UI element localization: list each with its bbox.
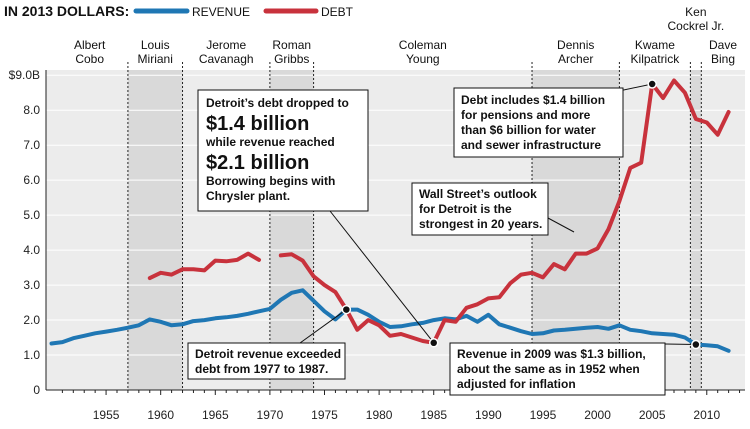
annotation-line: $1.4 billion — [206, 113, 309, 135]
annotation-line: Borrowing begins with — [206, 174, 335, 188]
x-tick-label: 1970 — [257, 408, 284, 422]
annotation-line: Debt includes $1.4 billion — [461, 93, 605, 107]
annotation-line: Chrysler plant. — [206, 189, 290, 203]
mayor-label: Gribbs — [274, 52, 309, 66]
annotation-line: for pensions and more — [461, 108, 591, 122]
mayor-label: Cobo — [75, 52, 104, 66]
annotation-line: Wall Street’s outlook — [419, 187, 537, 201]
mayor-label: Young — [406, 52, 440, 66]
y-tick-label: 8.0 — [23, 103, 40, 117]
legend: IN 2013 DOLLARS: REVENUE DEBT — [4, 3, 354, 19]
mayor-label: Louis — [141, 38, 170, 52]
annotation-line: strongest in 20 years. — [419, 217, 542, 231]
y-tick-label: 0 — [33, 383, 40, 397]
mayor-label: Cockrel Jr. — [668, 19, 725, 33]
mayor-label: Kwame — [635, 38, 675, 52]
annotation-debt-includes: Debt includes $1.4 billion for pensions … — [453, 83, 653, 158]
y-tick-label: 5.0 — [23, 208, 40, 222]
mayor-label: Coleman — [399, 38, 447, 52]
legend-revenue-label: REVENUE — [192, 5, 250, 19]
mayor-label: Dave — [709, 38, 737, 52]
x-tick-label: 1975 — [311, 408, 338, 422]
annotation-line: debt from 1977 to 1987. — [195, 362, 328, 376]
mayor-term-band — [127, 70, 183, 390]
mayor-label: Kilpatrick — [631, 52, 681, 66]
annotation-point — [341, 304, 352, 315]
x-tick-label: 1980 — [366, 408, 393, 422]
mayor-label: Albert — [74, 38, 106, 52]
annotation-debt-dropped: Detroit’s debt dropped to $1.4 billion w… — [197, 89, 435, 344]
unit-label: IN 2013 DOLLARS: — [4, 3, 129, 19]
mayor-label: Bing — [711, 52, 735, 66]
y-tick-label: 3.0 — [23, 278, 40, 292]
annotation-points — [341, 79, 701, 350]
x-tick-label: 1990 — [475, 408, 502, 422]
debt-line — [147, 251, 261, 281]
mayor-label: Roman — [272, 38, 311, 52]
x-tick-label: 2005 — [639, 408, 666, 422]
annotation-line: adjusted for inflation — [457, 377, 576, 391]
x-tick-label: 2000 — [584, 408, 611, 422]
annotation-leader-line — [299, 309, 347, 344]
annotation-box — [197, 89, 369, 212]
annotation-line: about the same as in 1952 when — [457, 362, 640, 376]
x-tick-label: 2010 — [693, 408, 720, 422]
annotation-line: for Detroit is the — [419, 202, 512, 216]
x-tick-label: 1985 — [420, 408, 447, 422]
annotation-point — [647, 79, 657, 89]
y-tick-label: 4.0 — [23, 243, 40, 257]
annotation-point — [428, 338, 439, 348]
x-tick-label: 1960 — [147, 408, 174, 422]
plot-background — [46, 70, 745, 390]
annotation-revenue-2009: Revenue in 2009 was $1.3 billion, about … — [449, 342, 696, 396]
mayor-label: Cavanagh — [199, 52, 254, 66]
y-tick-label: 6.0 — [23, 173, 40, 187]
annotation-wall-street: Wall Street’s outlook for Detroit is the… — [411, 182, 575, 236]
annotation-line: $2.1 billion — [206, 152, 309, 174]
annotation-leader-line — [329, 210, 435, 344]
annotation-box — [187, 342, 346, 380]
annotation-revenue-exceeded: Detroit revenue exceeded debt from 1977 … — [187, 309, 347, 380]
y-tick-label: 2.0 — [23, 313, 40, 327]
annotation-box — [449, 342, 666, 396]
mayor-label: Jerome — [206, 38, 246, 52]
annotation-line: than $6 billion for water — [461, 123, 596, 137]
mayor-label: Dennis — [557, 38, 594, 52]
revenue-line — [49, 288, 731, 353]
y-tick-label: $9.0B — [9, 68, 40, 82]
mayor-term-band — [690, 70, 702, 390]
legend-debt-label: DEBT — [321, 5, 354, 19]
axes: 1955 1960 1965 1970 1975 1980 1985 1990 1995 2000… — [9, 68, 745, 422]
mayor-label: Miriani — [138, 52, 173, 66]
annotation-line: Detroit revenue exceeded — [195, 347, 341, 361]
mayor-label: Ken — [685, 5, 706, 19]
annotation-line: while revenue reached — [205, 135, 335, 149]
annotation-line: Detroit’s debt dropped to — [206, 96, 349, 110]
mayor-label: Archer — [558, 52, 593, 66]
y-tick-label: 7.0 — [23, 138, 40, 152]
x-tick-label: 1965 — [202, 408, 229, 422]
annotation-point — [691, 339, 701, 350]
annotation-box — [411, 182, 549, 236]
x-tick-label: 1955 — [93, 408, 120, 422]
annotation-box — [453, 87, 624, 158]
y-tick-label: 1.0 — [23, 348, 40, 362]
annotation-leader-line — [547, 217, 575, 233]
annotation-line: Revenue in 2009 was $1.3 billion, — [457, 347, 646, 361]
annotation-line: and sewer infrastructure — [461, 138, 601, 152]
x-tick-label: 1995 — [530, 408, 557, 422]
